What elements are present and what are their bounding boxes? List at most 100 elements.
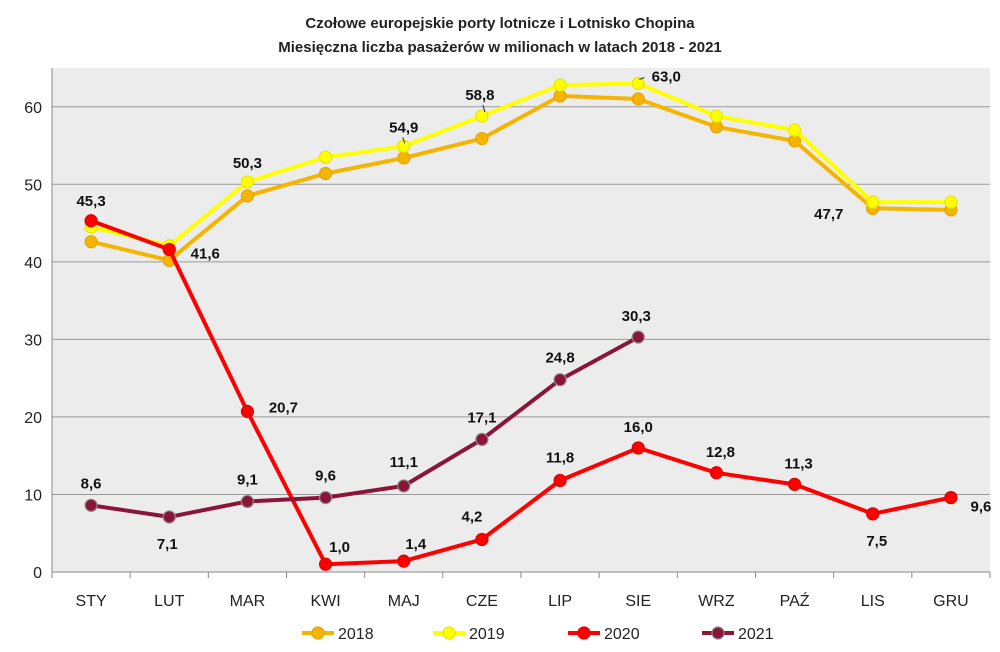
data-point-2019: [709, 109, 724, 123]
leader-line: [402, 137, 406, 144]
data-point-2019: [944, 195, 958, 209]
data-label-2020: 16,0: [624, 419, 653, 436]
data-label-2020: 9,6: [970, 499, 991, 516]
x-tick-label: SIE: [625, 593, 651, 610]
series-line-2019: [90, 81, 951, 248]
data-point-2019: [475, 109, 489, 123]
data-point-2021: [162, 510, 176, 524]
y-tick-label: 30: [24, 332, 42, 349]
data-point-2020: [318, 557, 333, 571]
data-point-2020: [553, 473, 567, 488]
data-point-2019: [866, 195, 880, 209]
data-point-2018: [787, 134, 802, 148]
data-label-2019: 50,3: [233, 155, 262, 172]
data-point-2019: [397, 139, 411, 153]
data-point-2021: [397, 479, 411, 493]
y-tick-label: 60: [24, 100, 42, 117]
x-tick-label: LUT: [154, 593, 184, 610]
data-point-2018: [318, 166, 333, 181]
x-tick-label: LIS: [861, 593, 885, 610]
data-point-2021: [240, 494, 255, 509]
data-label-2021: 8,6: [81, 475, 102, 492]
data-point-2020: [866, 507, 880, 521]
data-point-2020: [162, 242, 176, 257]
data-label-2019: 58,8: [465, 87, 494, 104]
data-point-2020: [631, 441, 645, 455]
data-label-2020: 41,6: [191, 245, 220, 262]
leader-line: [639, 77, 645, 80]
series-2021: [84, 330, 645, 524]
data-point-2019: [787, 123, 802, 137]
series-line-2020: [90, 218, 952, 567]
data-label-2020: 1,0: [329, 539, 350, 556]
data-point-2019: [631, 76, 645, 91]
data-label-2020: 20,7: [269, 399, 298, 416]
legend-swatch-marker: [711, 626, 725, 640]
series-line-2018: [90, 93, 951, 263]
series-lines: [84, 76, 958, 571]
data-point-2021: [631, 330, 645, 344]
legend-item-2021: 2021: [702, 626, 774, 643]
data-point-2018: [709, 120, 724, 134]
data-label-2020: 12,8: [706, 444, 735, 461]
legend-swatch-marker: [577, 626, 591, 640]
data-point-2020: [787, 477, 802, 491]
legend-item-2020: 2020: [568, 626, 640, 643]
x-tick-label: KWI: [310, 593, 340, 610]
chart-title: Czołowe europejskie porty lotnicze i Lot…: [305, 15, 695, 32]
legend-swatch-marker: [311, 626, 325, 640]
legend-label: 2021: [738, 626, 774, 643]
data-label-2019: 54,9: [389, 119, 418, 136]
data-point-2018: [553, 89, 567, 103]
legend: 2018 2019 2020 2021: [302, 626, 774, 643]
x-tick-label: LIP: [548, 593, 572, 610]
series-2019: [84, 76, 958, 253]
data-label-2020: 11,8: [546, 450, 574, 467]
data-label-2019: 63,0: [652, 69, 681, 86]
data-point-2020: [84, 214, 98, 228]
legend-item-2018: 2018: [302, 626, 374, 643]
data-label-2019: 47,7: [814, 206, 843, 223]
chart-subtitle: Miesięczna liczba pasażerów w milionach …: [278, 39, 722, 56]
x-tick-label: GRU: [933, 593, 969, 610]
data-point-2019: [553, 78, 567, 92]
data-point-2018: [84, 235, 98, 249]
data-point-2020: [397, 554, 411, 568]
y-tick-label: 50: [24, 177, 42, 194]
series-line-2021: [90, 335, 640, 519]
x-tick-label: WRZ: [698, 593, 735, 610]
data-label-2021: 9,1: [237, 471, 258, 488]
data-labels: 50,3 54,9 58,8 63,0 47,7 45,3 41,6 20,7 1,0 1,4 4,…: [76, 69, 991, 557]
plot-area: [52, 68, 990, 572]
data-point-2019: [318, 150, 333, 164]
y-tick-label: 0: [33, 565, 42, 582]
data-label-2021: 30,3: [622, 308, 651, 325]
data-point-2018: [240, 189, 255, 203]
data-point-2021: [553, 373, 567, 387]
data-point-2018: [631, 92, 645, 106]
data-point-2018: [397, 151, 411, 165]
data-label-2020: 45,3: [76, 193, 105, 210]
y-tick-label: 20: [24, 410, 42, 427]
data-label-2021: 11,1: [390, 454, 418, 471]
data-label-2021: 9,6: [315, 468, 336, 485]
data-point-2018: [475, 131, 489, 146]
data-point-2021: [318, 490, 333, 505]
legend-swatch-marker: [442, 626, 456, 640]
y-tick-label: 10: [24, 487, 42, 504]
data-label-2020: 1,4: [405, 536, 427, 553]
series-2020: [84, 214, 958, 571]
data-point-2021: [84, 498, 98, 512]
data-label-2020: 11,3: [784, 455, 812, 472]
data-point-2020: [944, 490, 958, 505]
x-tick-label: MAR: [230, 593, 266, 610]
axes: 0 10 20 30 40 50 60 STY LUT MAR KWI MAJ CZE LIP SIE WRZ…: [24, 68, 991, 610]
legend-label: 2019: [469, 626, 505, 643]
x-tick-label: CZE: [466, 593, 498, 610]
data-point-2020: [709, 466, 724, 480]
x-tick-label: STY: [76, 593, 107, 610]
legend-item-2019: 2019: [433, 626, 505, 643]
data-point-2020: [240, 404, 255, 419]
